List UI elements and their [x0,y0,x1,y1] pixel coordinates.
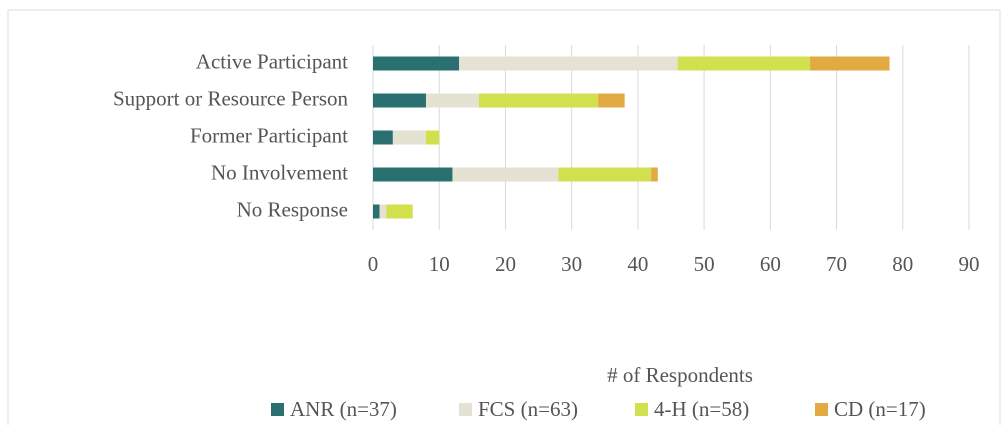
bar-segment [425,130,440,145]
x-tick-label: 40 [627,252,648,276]
bar-segment [373,204,380,219]
x-axis-title: # of Respondents [607,363,753,387]
legend-swatch [459,403,472,416]
bar-segment [810,56,890,71]
bar-segment [379,204,387,219]
x-tick-label: 60 [760,252,781,276]
legend-label: 4-H (n=58) [654,397,749,421]
y-tick-label: Active Participant [196,49,348,73]
bar-segment [373,56,460,71]
legend-label: ANR (n=37) [290,397,397,421]
bar-segment [651,167,658,182]
bar-segment [386,204,413,219]
bar-segment [677,56,811,71]
x-tick-label: 70 [826,252,847,276]
y-tick-label: No Involvement [211,160,348,184]
legend-swatch [271,403,284,416]
y-tick-label: Former Participant [190,123,348,147]
x-tick-label: 90 [959,252,980,276]
bar-segment [598,93,625,108]
y-tick-label: No Response [237,197,348,221]
bar-segment [452,167,559,182]
bar-segment [558,167,652,182]
chart-frame [7,9,1001,430]
bar-segment [459,56,678,71]
bar-segment [425,93,479,108]
bar-segment [392,130,426,145]
y-tick-label: Support or Resource Person [113,86,349,110]
x-tick-label: 20 [495,252,516,276]
x-tick-label: 0 [368,252,379,276]
x-tick-label: 50 [694,252,715,276]
bar-segment [373,167,453,182]
legend-label: CD (n=17) [834,397,926,421]
x-tick-label: 30 [561,252,582,276]
x-tick-label: 80 [892,252,913,276]
legend-swatch [635,403,648,416]
legend-swatch [815,403,828,416]
bar-segment [478,93,599,108]
legend-label: FCS (n=63) [478,397,578,421]
bar-segment [373,130,393,145]
x-tick-label: 10 [429,252,450,276]
bar-segment [373,93,426,108]
